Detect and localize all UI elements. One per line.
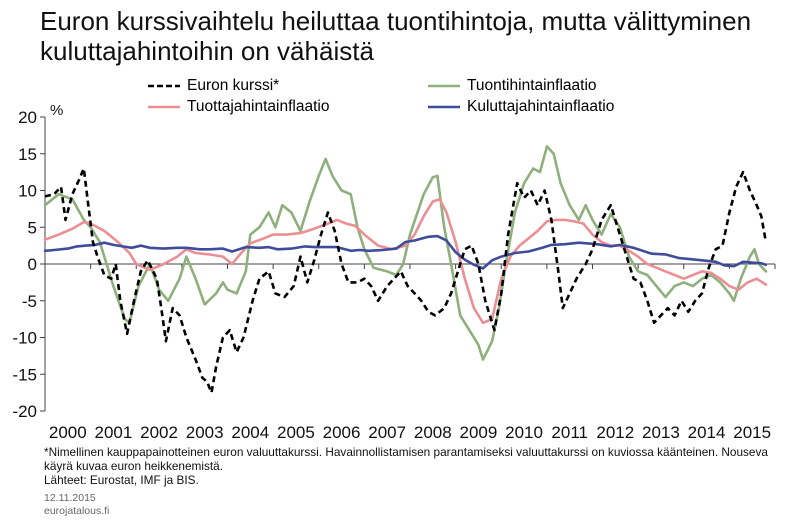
legend-swatch-dashed-line-icon [148, 84, 180, 88]
legend-item-tuottajahintainflaatio: Tuottajahintainflaatio [147, 98, 329, 116]
y-axis-unit-label: % [50, 102, 63, 119]
legend-item-kuluttajahintainflaatio: Kuluttajahintainflaatio [427, 98, 614, 116]
series-line [43, 145, 768, 361]
x-tick-label: 2000 [49, 423, 87, 442]
legend-swatch-pink-line-icon [148, 105, 180, 109]
x-tick-label: 2012 [596, 423, 634, 442]
legend-label-kuluttajahintainflaatio: Kuluttajahintainflaatio [467, 98, 615, 115]
x-tick-label: 2002 [140, 423, 178, 442]
series-line [44, 167, 768, 394]
x-tick-label: 2001 [95, 423, 133, 442]
x-tick-label: 2007 [368, 423, 406, 442]
y-tick-label: -15 [12, 365, 37, 384]
legend-swatch-blue-line-icon [428, 105, 460, 109]
x-tick-label: 2011 [551, 423, 588, 442]
x-tick-label: 2015 [733, 423, 771, 442]
footnote-text: *Nimellinen kauppapainotteinen euron val… [44, 445, 768, 473]
x-tick-label: 2008 [414, 423, 452, 442]
chart-title: Euron kurssivaihtelu heiluttaa tuontihin… [40, 6, 780, 66]
legend-label-euron-kurssi: Euron kurssi* [187, 77, 280, 94]
y-tick-label: 20 [18, 108, 37, 127]
legend-item-euron-kurssi: Euron kurssi* [147, 77, 279, 95]
legend-swatch-green-line-icon [428, 84, 460, 88]
x-tick-label: 2003 [186, 423, 224, 442]
y-tick-label: -20 [12, 402, 37, 421]
legend-label-tuontihintainflaatio: Tuontihintainflaatio [467, 77, 597, 94]
y-tick-label: 0 [28, 255, 37, 274]
x-tick-label: 2010 [505, 423, 543, 442]
y-tick-label: 15 [18, 145, 37, 164]
series-line [43, 234, 768, 270]
x-tick-label: 2009 [460, 423, 498, 442]
x-tick-label: 2013 [642, 423, 680, 442]
y-tick-label: -10 [12, 329, 37, 348]
x-tick-label: 2005 [277, 423, 315, 442]
legend-item-tuontihintainflaatio: Tuontihintainflaatio [427, 77, 597, 95]
sources-text: Lähteet: Eurostat, IMF ja BIS. [44, 473, 199, 487]
x-tick-label: 2006 [323, 423, 361, 442]
chart-title-line-2: kuluttajahintoihin on vähäistä [40, 36, 374, 66]
y-tick-label: 10 [18, 182, 37, 201]
chart-title-line-1: Euron kurssivaihtelu heiluttaa tuontihin… [40, 6, 752, 36]
chart-notes: *Nimellinen kauppapainotteinen euron val… [44, 445, 784, 487]
legend-label-tuottajahintainflaatio: Tuottajahintainflaatio [187, 98, 330, 115]
site-name: eurojatalous.fi [44, 505, 110, 517]
x-tick-label: 2004 [231, 423, 269, 442]
series-line [43, 198, 768, 325]
publication-date: 12.11.2015 [44, 492, 96, 504]
line-chart: -20 -15 -10 -5 0 5 10 15 20 % 2000 2001 2002 2003 2004… [12, 102, 776, 442]
y-tick-label: -5 [22, 292, 37, 311]
y-tick-label: 5 [28, 218, 37, 237]
x-tick-label: 2014 [688, 423, 726, 442]
